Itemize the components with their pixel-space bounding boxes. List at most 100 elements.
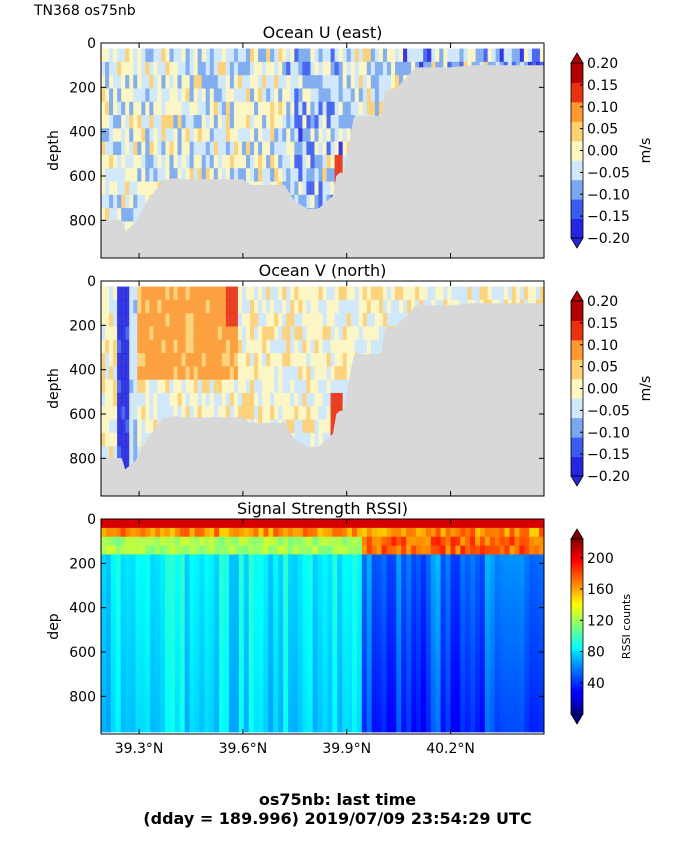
rssi-cell xyxy=(352,669,358,680)
rssi-cell xyxy=(130,643,137,653)
rssi-cell xyxy=(356,616,363,626)
rssi-cell xyxy=(361,527,368,538)
rssi-cell xyxy=(352,563,358,573)
velocity-cell xyxy=(173,392,179,407)
velocity-cell xyxy=(282,75,287,89)
velocity-cell xyxy=(213,326,219,341)
velocity-cell xyxy=(137,366,142,381)
velocity-cell xyxy=(266,141,271,156)
velocity-cell xyxy=(330,406,336,421)
rssi-cell xyxy=(194,643,201,653)
rssi-cell xyxy=(342,536,348,547)
velocity-cell xyxy=(431,48,436,63)
rssi-cell xyxy=(233,563,240,573)
velocity-cell xyxy=(217,313,223,327)
velocity-cell xyxy=(153,128,158,143)
rssi-cell xyxy=(160,616,166,626)
rssi-cell xyxy=(199,634,205,644)
rssi-cell xyxy=(361,625,368,635)
rssi-cell xyxy=(169,722,176,733)
rssi-cell xyxy=(376,669,383,680)
velocity-cell xyxy=(322,392,328,407)
rssi-cell xyxy=(376,705,383,715)
velocity-cell xyxy=(386,299,392,314)
velocity-cell xyxy=(129,115,134,129)
rssi-cell xyxy=(194,669,201,680)
velocity-cell xyxy=(225,115,231,129)
velocity-cell xyxy=(153,366,158,381)
rssi-cell xyxy=(243,696,250,706)
velocity-cell xyxy=(270,326,275,341)
velocity-cell xyxy=(306,406,312,421)
velocity-cell xyxy=(322,181,328,196)
rssi-cell xyxy=(416,616,422,626)
rssi-cell xyxy=(337,669,343,680)
velocity-cell xyxy=(173,154,179,169)
velocity-cell xyxy=(310,339,316,354)
rssi-cell xyxy=(312,660,319,671)
rssi-cell xyxy=(460,554,466,564)
rssi-cell xyxy=(288,536,294,547)
velocity-cell xyxy=(318,286,324,301)
rssi-cell xyxy=(396,563,402,573)
velocity-cell xyxy=(310,432,316,447)
velocity-cell xyxy=(117,286,122,301)
rssi-cell xyxy=(115,651,122,662)
velocity-cell xyxy=(342,101,348,116)
velocity-cell xyxy=(113,61,118,76)
velocity-cell xyxy=(250,88,255,103)
rssi-cell xyxy=(115,669,122,680)
velocity-cell xyxy=(237,299,243,314)
rssi-cell xyxy=(273,589,279,600)
velocity-cell xyxy=(157,406,163,421)
velocity-cell xyxy=(193,406,199,421)
rssi-cell xyxy=(297,625,304,635)
rssi-cell xyxy=(224,572,230,582)
rssi-cell xyxy=(317,554,324,564)
rssi-cell xyxy=(140,687,146,697)
rssi-cell xyxy=(411,616,417,626)
rssi-cell xyxy=(209,714,215,724)
rssi-cell xyxy=(120,589,127,600)
rssi-cell xyxy=(204,536,210,547)
rssi-cell xyxy=(278,598,284,609)
rssi-cell xyxy=(342,589,348,600)
velocity-cell xyxy=(109,286,114,301)
velocity-cell xyxy=(390,61,396,76)
velocity-cell xyxy=(250,75,255,89)
velocity-cell xyxy=(133,432,138,447)
rssi-cell xyxy=(209,705,215,715)
velocity-cell xyxy=(306,141,312,156)
velocity-cell xyxy=(169,168,175,183)
velocity-cell xyxy=(125,208,130,222)
velocity-cell xyxy=(294,379,299,394)
rssi-cell xyxy=(371,519,378,529)
velocity-cell xyxy=(141,141,146,156)
velocity-cell xyxy=(354,75,360,89)
velocity-cell xyxy=(137,88,142,103)
rssi-cell xyxy=(189,625,196,635)
rssi-cell xyxy=(110,696,117,706)
velocity-cell xyxy=(169,313,175,327)
velocity-cell xyxy=(294,181,299,196)
velocity-cell xyxy=(270,75,275,89)
rssi-cell xyxy=(253,616,260,626)
rssi-cell xyxy=(140,669,146,680)
rssi-cell xyxy=(376,598,383,609)
velocity-cell xyxy=(451,48,456,63)
velocity-cell xyxy=(221,88,227,103)
rssi-cell xyxy=(411,705,417,715)
rssi-cell xyxy=(347,696,353,706)
rssi-cell xyxy=(110,589,117,600)
rssi-cell xyxy=(411,581,417,591)
rssi-cell xyxy=(302,527,309,538)
rssi-cell xyxy=(386,589,393,600)
rssi-cell xyxy=(120,616,127,626)
velocity-cell xyxy=(326,181,332,196)
rssi-cell xyxy=(292,581,299,591)
rssi-cell xyxy=(297,616,304,626)
velocity-cell xyxy=(205,75,211,89)
velocity-cell xyxy=(181,392,187,407)
velocity-cell xyxy=(101,406,106,421)
rssi-cell xyxy=(268,545,274,556)
